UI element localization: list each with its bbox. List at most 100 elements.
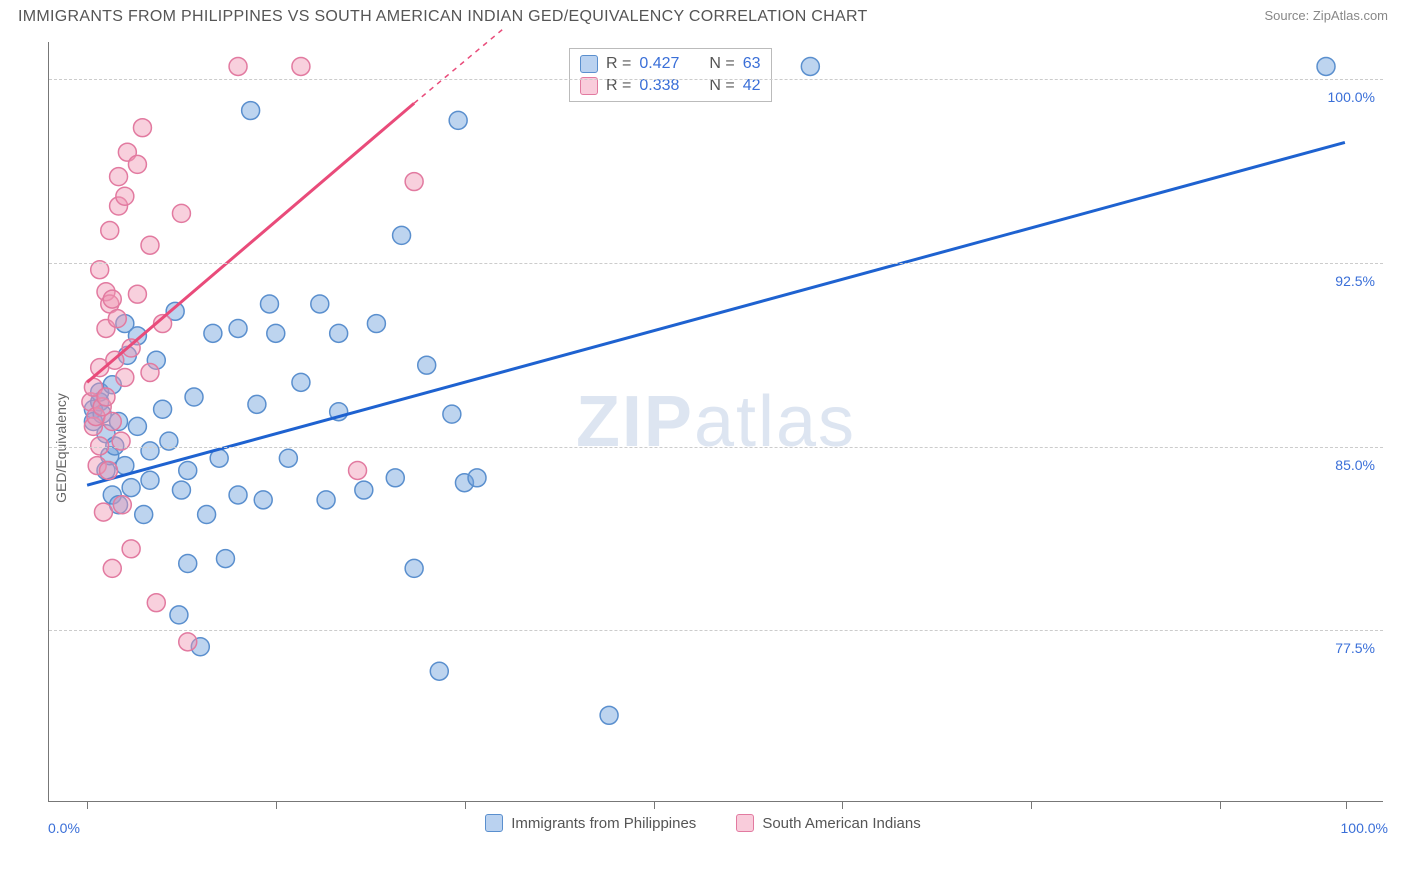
data-point [279, 449, 297, 467]
data-point [292, 57, 310, 75]
legend-item: South American Indians [736, 814, 920, 832]
data-point [261, 295, 279, 313]
data-point [128, 155, 146, 173]
chart-source: Source: ZipAtlas.com [1264, 8, 1388, 23]
data-point [248, 395, 266, 413]
chart-header: IMMIGRANTS FROM PHILIPPINES VS SOUTH AME… [0, 0, 1406, 30]
data-point [418, 356, 436, 374]
data-point [405, 559, 423, 577]
data-point [229, 319, 247, 337]
data-point [801, 57, 819, 75]
correlation-row: R = 0.427 N = 63 [580, 53, 761, 75]
data-point [103, 290, 121, 308]
data-point [128, 285, 146, 303]
data-point [103, 559, 121, 577]
data-point [443, 405, 461, 423]
data-point [116, 187, 134, 205]
data-point [185, 388, 203, 406]
data-point [468, 469, 486, 487]
data-point [103, 413, 121, 431]
data-point [254, 491, 272, 509]
legend-swatch-icon [485, 814, 503, 832]
y-tick-label: 77.5% [1335, 640, 1375, 656]
data-point [367, 315, 385, 333]
chart-container: GED/Equivalency ZIPatlas R = 0.427N = 63… [0, 38, 1406, 858]
data-point [122, 540, 140, 558]
data-point [141, 364, 159, 382]
data-point [229, 57, 247, 75]
plot-svg [49, 42, 1383, 801]
gridline [49, 630, 1383, 631]
data-point [122, 479, 140, 497]
data-point [101, 222, 119, 240]
data-point [311, 295, 329, 313]
x-tick [276, 801, 277, 809]
data-point [330, 324, 348, 342]
gridline [49, 263, 1383, 264]
data-point [113, 496, 131, 514]
data-point [449, 111, 467, 129]
x-tick [654, 801, 655, 809]
x-tick [87, 801, 88, 809]
data-point [349, 461, 367, 479]
gridline [49, 79, 1383, 80]
data-point [216, 550, 234, 568]
x-tick [842, 801, 843, 809]
data-point [267, 324, 285, 342]
data-point [116, 368, 134, 386]
r-value: 0.427 [639, 55, 679, 73]
data-point [100, 461, 118, 479]
x-tick [1031, 801, 1032, 809]
data-point [405, 173, 423, 191]
data-point [172, 204, 190, 222]
data-point [135, 506, 153, 524]
data-point [97, 388, 115, 406]
data-point [128, 417, 146, 435]
gridline [49, 447, 1383, 448]
legend-item: Immigrants from Philippines [485, 814, 696, 832]
data-point [122, 339, 140, 357]
y-tick-label: 100.0% [1328, 89, 1375, 105]
y-tick-label: 92.5% [1335, 273, 1375, 289]
x-tick [1220, 801, 1221, 809]
data-point [292, 373, 310, 391]
data-point [172, 481, 190, 499]
r-label: R = [606, 55, 631, 73]
plot-area: ZIPatlas R = 0.427N = 63R = 0.338N = 42 … [48, 42, 1383, 802]
data-point [141, 442, 159, 460]
data-point [147, 594, 165, 612]
data-point [204, 324, 222, 342]
data-point [393, 226, 411, 244]
data-point [386, 469, 404, 487]
data-point [600, 706, 618, 724]
trend-line [87, 103, 414, 382]
chart-title: IMMIGRANTS FROM PHILIPPINES VS SOUTH AME… [18, 8, 868, 26]
data-point [179, 555, 197, 573]
legend-swatch-icon [736, 814, 754, 832]
data-point [141, 236, 159, 254]
data-point [355, 481, 373, 499]
legend-label: Immigrants from Philippines [511, 815, 696, 832]
x-tick [1346, 801, 1347, 809]
data-point [108, 310, 126, 328]
y-tick-label: 85.0% [1335, 457, 1375, 473]
data-point [141, 471, 159, 489]
n-value: 63 [743, 55, 761, 73]
data-point [110, 168, 128, 186]
data-point [1317, 57, 1335, 75]
n-label: N = [709, 55, 734, 73]
data-point [133, 119, 151, 137]
data-point [430, 662, 448, 680]
data-point [229, 486, 247, 504]
data-point [94, 503, 112, 521]
trend-line-dashed [414, 30, 502, 103]
series-legend: Immigrants from Philippines South America… [0, 814, 1406, 834]
data-point [198, 506, 216, 524]
data-point [242, 102, 260, 120]
legend-label: South American Indians [762, 815, 920, 832]
data-point [179, 461, 197, 479]
data-point [179, 633, 197, 651]
x-tick [465, 801, 466, 809]
data-point [154, 400, 172, 418]
correlation-legend: R = 0.427N = 63R = 0.338N = 42 [569, 48, 772, 102]
